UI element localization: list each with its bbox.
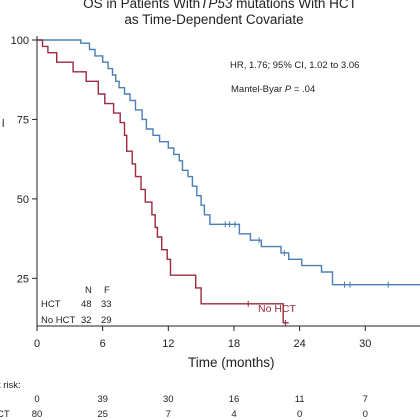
- mantel-suffix: = .04: [291, 84, 316, 95]
- km-curve-no-hct: [37, 39, 289, 324]
- counts-row-nohct-n: 32: [81, 315, 92, 326]
- y-tick-label-100: 100: [11, 35, 29, 47]
- no-hct-series-label: No HCT: [258, 303, 296, 315]
- at-risk-value: 4: [231, 409, 237, 420]
- counts-row-nohct-f: 29: [101, 315, 112, 326]
- x-tick-label-24: 24: [294, 338, 306, 350]
- title-suffix: mutations With HCT: [232, 0, 357, 11]
- y-tick-label-25: 25: [17, 273, 29, 285]
- at-risk-value: 0: [296, 409, 303, 420]
- counts-header-n: N: [85, 285, 92, 296]
- title-prefix: OS in Patients With: [83, 0, 201, 11]
- y-tick-label-50: 50: [17, 194, 29, 206]
- counts-row-hct-f: 33: [101, 299, 112, 310]
- mantel-p: P: [284, 84, 292, 95]
- x-axis-title: Time (months): [188, 355, 275, 370]
- at-risk-value: 80: [31, 409, 43, 420]
- km-curve-hct: [37, 39, 420, 286]
- at-risk-value: 16: [228, 394, 240, 405]
- at-risk-label: t risk:: [0, 380, 21, 391]
- counts-header-f: F: [104, 285, 110, 296]
- chart-title-line-1: OS in Patients WithTP53 mutations With H…: [10, 0, 420, 11]
- y-tick-label-75: 75: [17, 114, 29, 126]
- at-risk-row-label-nohct: CT: [0, 409, 10, 420]
- at-risk-value: 0: [34, 394, 40, 405]
- at-risk-value: 30: [163, 394, 174, 405]
- x-tick-label-18: 18: [228, 338, 240, 350]
- hazard-ratio-annotation: HR, 1.76; 95% CI, 1.02 to 3.06: [230, 60, 360, 71]
- x-tick-label-6: 6: [100, 338, 106, 350]
- at-risk-value: 39: [97, 394, 108, 405]
- mantel-prefix: Mantel-Byar: [231, 84, 285, 95]
- counts-row-hct-label: HCT: [41, 299, 61, 310]
- at-risk-value: 11: [294, 394, 305, 405]
- x-tick-label-12: 12: [162, 338, 174, 350]
- y-axis-label-fragment: l: [2, 118, 5, 130]
- title-gene: TP53: [200, 0, 233, 11]
- x-tick-label-30: 30: [359, 338, 371, 350]
- series-layer: [37, 39, 420, 326]
- axes: 25 50 75 100 0 6 12 18 24 30: [11, 35, 420, 350]
- x-tick-label-0: 0: [34, 338, 40, 350]
- mantel-byar-annotation: Mantel-Byar P = .04: [231, 84, 315, 95]
- at-risk-value: 0: [362, 409, 368, 420]
- counts-row-nohct-label: No HCT: [41, 315, 76, 326]
- at-risk-value: 25: [97, 409, 108, 420]
- chart-title-line-2: as Time-Dependent Covariate: [124, 12, 304, 27]
- counts-row-hct-n: 48: [81, 299, 92, 310]
- at-risk-value: 7: [362, 394, 368, 405]
- at-risk-value: 7: [165, 409, 171, 420]
